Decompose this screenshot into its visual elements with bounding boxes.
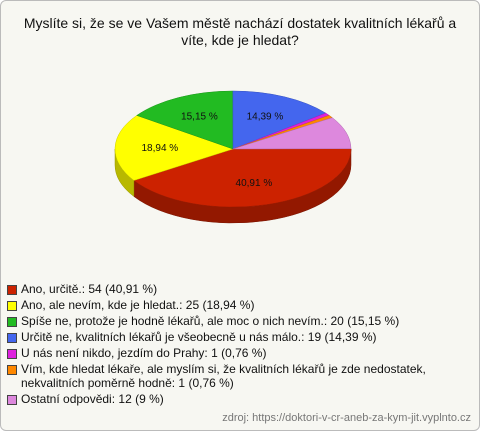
legend-swatch <box>7 317 17 327</box>
legend-swatch <box>7 285 17 295</box>
slice-label: 14,39 % <box>247 111 284 122</box>
slice <box>232 117 352 150</box>
slice <box>232 90 327 150</box>
legend-label: Ano, určitě.: 54 (40,91 %) <box>21 282 158 296</box>
legend-item: U nás není nikdo, jezdím do Prahy: 1 (0,… <box>7 346 473 360</box>
slice-label: 15,15 % <box>181 112 218 123</box>
chart-title: Myslíte si, že se ve Vašem městě nachází… <box>23 15 457 48</box>
legend-label: Určitě ne, kvalitních lékařů je všeobecn… <box>21 330 377 344</box>
legend-label: U nás není nikdo, jezdím do Prahy: 1 (0,… <box>21 346 267 360</box>
pie-area: 40,91 % 18,94 % 15,15 % 14,39 % <box>114 90 352 224</box>
legend-label: Spíše ne, protože je hodně lékařů, ale m… <box>21 314 400 328</box>
slice <box>114 115 234 181</box>
legend-item: Spíše ne, protože je hodně lékařů, ale m… <box>7 314 473 328</box>
legend-swatch <box>7 365 17 375</box>
legend-swatch <box>7 301 17 311</box>
legend-item: Vím, kde hledat lékaře, ale myslím si, ž… <box>7 362 473 390</box>
source: zdroj: https://doktori-v-cr-aneb-za-kym-… <box>222 412 471 424</box>
legend-swatch <box>7 395 17 405</box>
legend-item: Ano, ale nevím, kde je hledat.: 25 (18,9… <box>7 298 473 312</box>
legend: Ano, určitě.: 54 (40,91 %) Ano, ale nevím… <box>7 282 473 408</box>
legend-item: Ostatní odpovědi: 12 (9 %) <box>7 392 473 406</box>
slice-label: 18,94 % <box>142 143 179 154</box>
legend-swatch <box>7 333 17 343</box>
legend-item: Určitě ne, kvalitních lékařů je všeobecn… <box>7 330 473 344</box>
legend-item: Ano, určitě.: 54 (40,91 %) <box>7 282 473 296</box>
slice-label: 40,91 % <box>236 178 273 189</box>
slice <box>136 90 234 150</box>
legend-label: Ostatní odpovědi: 12 (9 %) <box>21 392 164 406</box>
legend-label: Ano, ale nevím, kde je hledat.: 25 (18,9… <box>21 298 255 312</box>
legend-swatch <box>7 349 17 359</box>
legend-label: Vím, kde hledat lékaře, ale myslím si, ž… <box>21 362 426 390</box>
